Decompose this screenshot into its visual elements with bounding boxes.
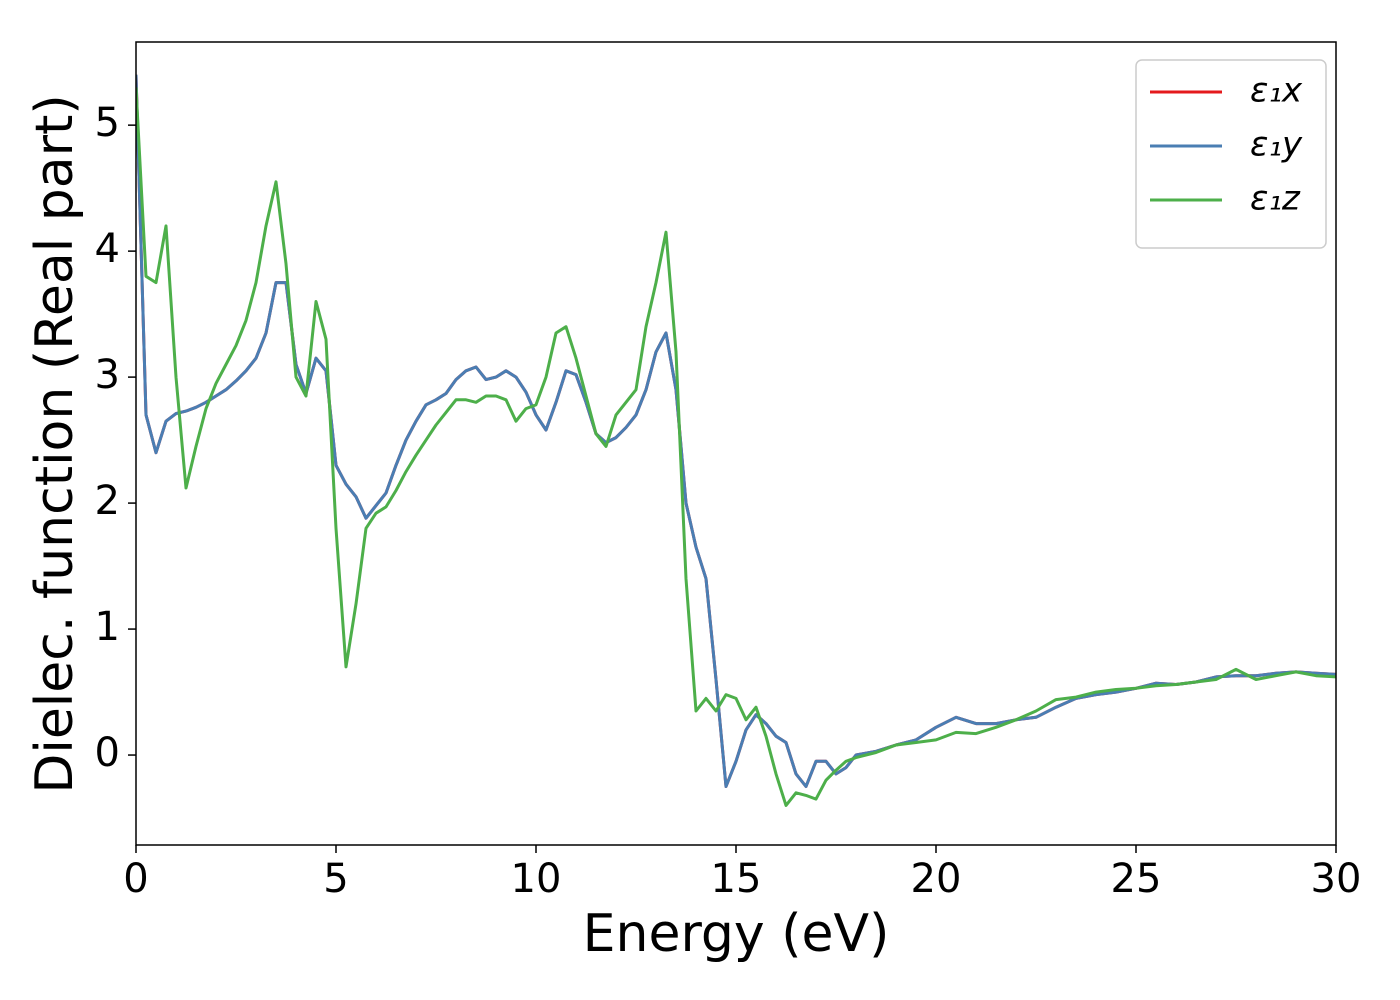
series-line xyxy=(136,87,1336,807)
y-tick-label: 0 xyxy=(95,730,120,776)
x-tick-label: 10 xyxy=(511,856,562,902)
plot-area xyxy=(136,74,1336,807)
y-tick-label: 4 xyxy=(95,226,120,272)
x-tick-label: 25 xyxy=(1111,856,1162,902)
legend: ε₁x ε₁y ε₁z xyxy=(1135,59,1327,249)
legend-label: ε₁z xyxy=(1250,179,1301,219)
x-tick-label: 5 xyxy=(323,856,348,902)
y-tick-label: 2 xyxy=(95,478,120,524)
legend-label: ε₁x xyxy=(1250,71,1303,111)
x-tick-label: 30 xyxy=(1311,856,1362,902)
x-tick-label: 20 xyxy=(911,856,962,902)
x-tick-label: 15 xyxy=(711,856,762,902)
y-tick-label: 3 xyxy=(95,352,120,398)
axes-frame xyxy=(135,41,1337,846)
x-axis-label: Energy (eV) xyxy=(583,904,890,964)
x-tick-label: 0 xyxy=(123,856,148,902)
legend-label: ε₁y xyxy=(1250,125,1303,165)
y-tick-label: 5 xyxy=(95,100,120,146)
y-axis-label: Dielec. function (Real part) xyxy=(25,94,85,793)
y-tick-label: 1 xyxy=(95,604,120,650)
